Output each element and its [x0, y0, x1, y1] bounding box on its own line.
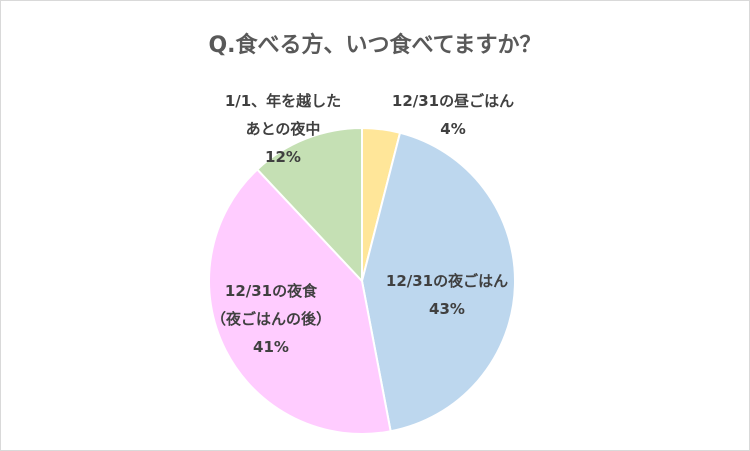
value-label: 43%: [429, 300, 465, 318]
category-label: あとの夜中: [245, 120, 321, 138]
slice-label: 12/31の夜ごはん 43%: [386, 267, 508, 323]
value-label: 4%: [440, 120, 466, 138]
slice-label: 12/31の昼ごはん 4%: [392, 87, 514, 143]
pie-slice: [255, 126, 363, 284]
value-label: 41%: [253, 338, 289, 356]
category-label: 1/1、年を越した: [224, 92, 342, 110]
category-label: 12/31の昼ごはん: [391, 92, 515, 110]
category-label: （夜ごはんの後）: [210, 310, 332, 328]
value-label: 12%: [265, 148, 301, 166]
category-label: 12/31の夜ごはん: [385, 272, 509, 290]
chart-title: Q.食べる方、いつ食べてますか？: [208, 33, 542, 58]
pie-slice: [208, 168, 392, 435]
category-label: 12/31の夜食: [224, 282, 318, 300]
slice-label: 1/1、年を越した あとの夜中 12%: [225, 87, 341, 171]
slice-label: 12/31の夜食 （夜ごはんの後） 41%: [211, 277, 331, 361]
pie-slice: [360, 131, 516, 433]
